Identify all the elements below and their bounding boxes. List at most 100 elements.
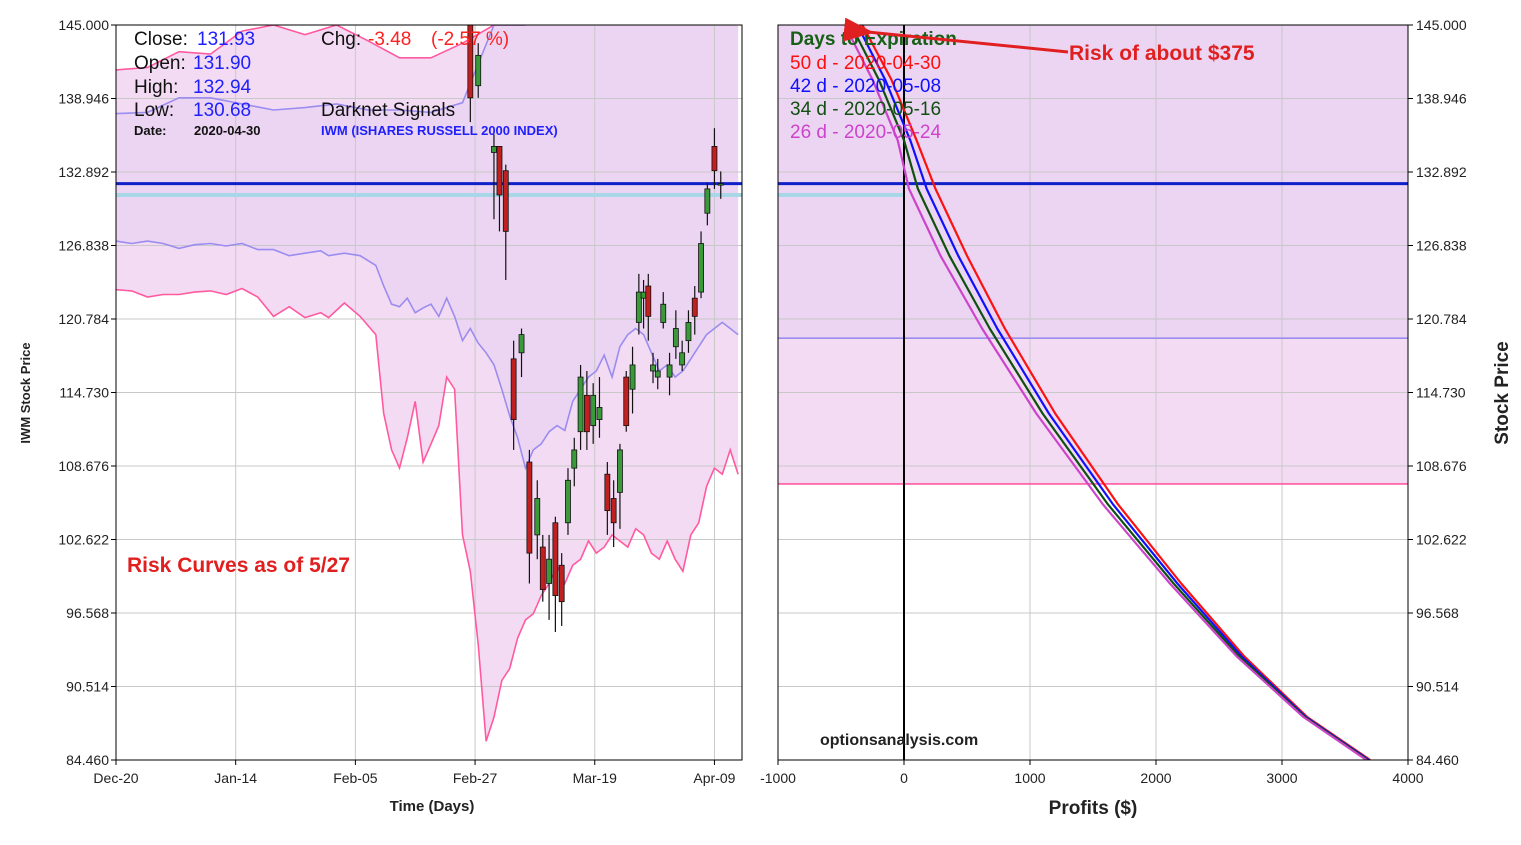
- price-chart-panel: 145.000 138.946 132.892 126.838 120.784 114.7…: [18, 17, 743, 815]
- risk-y-tick-label-3: 126.838: [1416, 238, 1467, 254]
- risk-curve-1: [856, 25, 1370, 760]
- date-value: 2020-04-30: [194, 123, 261, 138]
- risk-amount-annotation: Risk of about $375: [1069, 42, 1255, 65]
- risk-lower-band-fill: [778, 338, 1408, 484]
- legend-entry-42d: 42 d - 2020-05-08: [790, 76, 941, 97]
- candle-body-37: [711, 146, 718, 172]
- quote-info: Close: 131.93 Open: 131.90 High: 132.94 …: [134, 29, 558, 138]
- candle-body-11: [552, 522, 559, 597]
- candle-body-38: [717, 183, 724, 186]
- symbol-name: IWM (ISHARES RUSSELL 2000 INDEX): [321, 123, 558, 138]
- chg-label: Chg:: [321, 29, 361, 50]
- risk-y-axis-label: Stock Price: [1492, 341, 1513, 445]
- upper-inner-band-line: [116, 25, 526, 115]
- lower-outer-band-line: [116, 287, 739, 742]
- risk-y-tick-label-0: 145.000: [1416, 17, 1467, 33]
- chg-value: -3.48: [368, 29, 411, 50]
- risk-arrow: [842, 17, 1069, 54]
- candle-body-23: [629, 364, 636, 390]
- price-x-tick-label-2: Feb-05: [333, 770, 378, 786]
- price-y-tick-label-7: 102.622: [58, 532, 109, 548]
- candle-body-9: [539, 546, 546, 590]
- price-x-axis-ticks: Dec-20 Jan-14 Feb-05 Feb-27 Mar-19 Apr-09: [93, 760, 736, 786]
- candle-body-36: [704, 188, 711, 214]
- candle-body-3: [496, 146, 503, 196]
- risk-x-tick-label-5: 4000: [1392, 770, 1423, 786]
- candlesticks: [467, 25, 724, 633]
- candle-body-33: [685, 322, 692, 342]
- legend-entry-34d: 34 d - 2020-05-16: [790, 99, 941, 120]
- price-x-tick-label-5: Apr-09: [693, 770, 735, 786]
- legend-entry-26d: 26 d - 2020-05-24: [790, 122, 941, 143]
- data-source: Darknet Signals: [321, 100, 455, 121]
- risk-y-tick-label-2: 132.892: [1416, 164, 1467, 180]
- close-value: 131.93: [197, 29, 255, 50]
- price-levels: [116, 182, 742, 197]
- candle-body-12: [558, 564, 565, 603]
- close-label: Close:: [134, 29, 188, 50]
- chg-percent: (-2.57 %): [431, 29, 509, 50]
- candle-body-14: [571, 449, 578, 469]
- candle-body-35: [698, 243, 704, 293]
- candle-body-30: [666, 364, 673, 378]
- price-y-tick-label-3: 126.838: [58, 238, 109, 254]
- candle-body-21: [617, 449, 623, 493]
- risk-y-tick-label-10: 84.460: [1416, 752, 1459, 768]
- risk-y-axis-ticks: 145.000 138.946 132.892 126.838 120.784 114.7…: [1408, 17, 1467, 768]
- candle-body-6: [518, 334, 525, 354]
- high-value: 132.94: [193, 77, 252, 98]
- candle-body-10: [546, 558, 552, 584]
- bollinger-bands: [116, 25, 739, 742]
- price-y-tick-label-0: 145.000: [58, 17, 109, 33]
- risk-curve-2: [850, 25, 1369, 760]
- risk-legend: Days to Expiration 50 d - 2020-04-30 42 …: [790, 29, 957, 143]
- upper-outer-band-line: [116, 25, 526, 71]
- price-x-tick-label-4: Mar-19: [573, 770, 618, 786]
- high-label: High:: [134, 77, 178, 98]
- risk-x-tick-label-0: -1000: [760, 770, 796, 786]
- candle-body-13: [565, 479, 571, 524]
- risk-x-tick-label-4: 3000: [1266, 770, 1297, 786]
- candle-body-31: [672, 328, 679, 348]
- inner-band-fill: [116, 25, 739, 469]
- watermark: optionsanalysis.com: [820, 732, 978, 749]
- low-value: 130.68: [193, 100, 251, 121]
- candle-body-1: [475, 54, 482, 87]
- price-y-axis-ticks: 145.000 138.946 132.892 126.838 120.784 114.7…: [58, 17, 116, 768]
- candle-body-8: [534, 498, 541, 536]
- open-value: 131.90: [193, 53, 251, 74]
- low-label: Low:: [134, 100, 174, 121]
- price-y-tick-label-4: 120.784: [58, 311, 109, 327]
- price-y-tick-label-8: 96.568: [66, 605, 109, 621]
- lower-inner-band-line: [116, 240, 739, 471]
- candle-body-7: [526, 461, 533, 554]
- candle-body-18: [596, 407, 603, 420]
- date-label: Date:: [134, 123, 167, 138]
- price-x-axis-label: Time (Days): [390, 798, 475, 815]
- risk-x-axis-label: Profits ($): [1049, 798, 1138, 819]
- candle-body-5: [510, 358, 517, 420]
- risk-x-tick-label-1: 0: [900, 770, 908, 786]
- risk-curve-0: [861, 25, 1371, 760]
- risk-y-tick-label-4: 120.784: [1416, 311, 1467, 327]
- price-y-axis-label: IWM Stock Price: [18, 342, 33, 443]
- risk-curve-3: [843, 25, 1368, 760]
- risk-y-tick-label-8: 96.568: [1416, 605, 1459, 621]
- price-y-tick-label-5: 114.730: [59, 385, 109, 401]
- risk-curve-panel: 145.000 138.946 132.892 126.838 120.784 114.7…: [760, 17, 1513, 819]
- candle-body-4: [502, 170, 509, 232]
- band-lines: [116, 25, 739, 742]
- risk-y-tick-label-7: 102.622: [1416, 532, 1467, 548]
- risk-y-tick-label-6: 108.676: [1416, 458, 1467, 474]
- candle-body-34: [691, 297, 698, 317]
- candle-body-26: [645, 285, 652, 317]
- price-y-tick-label-6: 108.676: [58, 458, 109, 474]
- price-y-tick-label-10: 84.460: [66, 752, 109, 768]
- price-y-tick-label-9: 90.514: [66, 679, 109, 695]
- candle-body-20: [610, 498, 617, 524]
- risk-x-axis-ticks: -1000 0 1000 2000 3000 4000: [760, 760, 1424, 786]
- legend-entry-50d: 50 d - 2020-04-30: [790, 53, 941, 74]
- candle-body-0: [467, 25, 474, 99]
- candle-body-25: [640, 291, 647, 299]
